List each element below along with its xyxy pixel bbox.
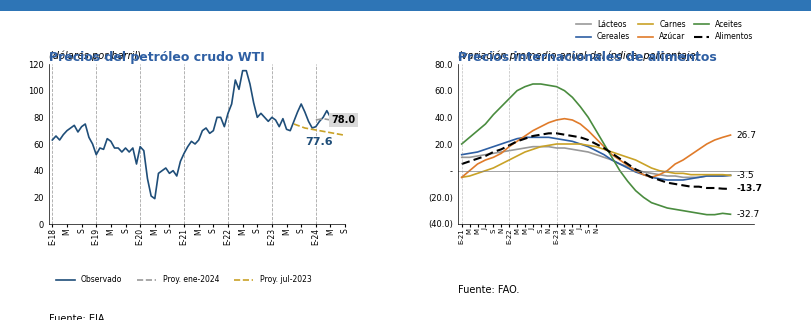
Text: Fuente: EIA.: Fuente: EIA. (49, 314, 107, 320)
Legend: Observado, Proy. ene-2024, Proy. jul-2023: Observado, Proy. ene-2024, Proy. jul-202… (53, 272, 315, 287)
Text: Precios del petróleo crudo WTI: Precios del petróleo crudo WTI (49, 51, 264, 64)
Text: -13.7: -13.7 (737, 184, 763, 193)
Text: 77.6: 77.6 (305, 137, 333, 147)
Text: -32.7: -32.7 (737, 210, 760, 219)
Text: (variación promedio anual del índice, porcentaje): (variación promedio anual del índice, po… (457, 50, 699, 61)
Text: Fuente: FAO.: Fuente: FAO. (457, 285, 519, 295)
Text: (dólares por barril): (dólares por barril) (49, 50, 140, 61)
Text: -3.5: -3.5 (737, 171, 754, 180)
Text: 26.7: 26.7 (737, 131, 757, 140)
Legend: Lácteos, Cereales, Carnes, Azúcar, Aceites, Alimentos: Lácteos, Cereales, Carnes, Azúcar, Aceit… (573, 17, 757, 44)
Text: 78.0: 78.0 (331, 115, 355, 125)
Text: Precios internacionales de alimentos: Precios internacionales de alimentos (457, 51, 717, 64)
